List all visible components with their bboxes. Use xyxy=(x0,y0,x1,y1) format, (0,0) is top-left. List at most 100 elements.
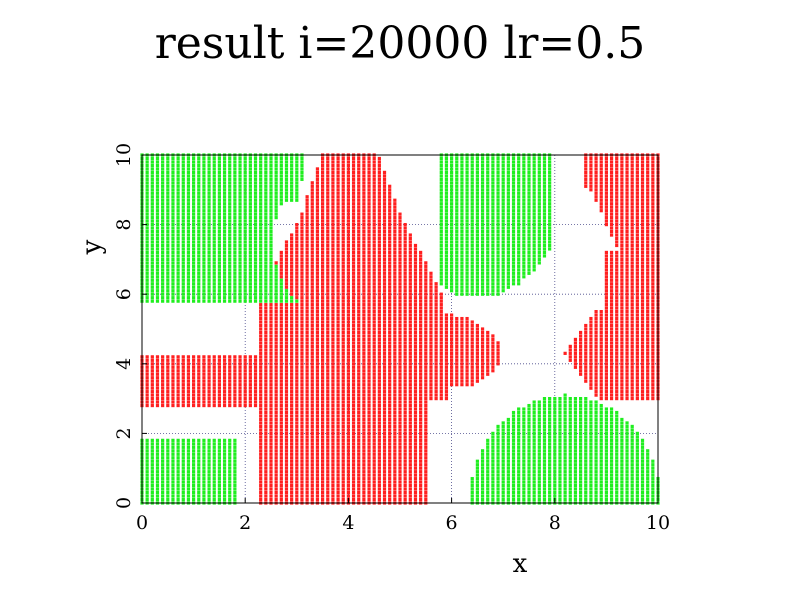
data-point-red xyxy=(305,198,309,202)
data-point-green xyxy=(181,487,185,491)
data-point-red xyxy=(259,397,263,401)
data-point-red xyxy=(336,167,340,171)
data-point-green xyxy=(212,223,216,227)
data-point-red xyxy=(377,170,381,174)
data-point-red xyxy=(305,219,309,223)
data-point-red xyxy=(398,320,402,324)
data-point-red xyxy=(362,484,366,488)
data-point-red xyxy=(398,400,402,404)
data-point-red xyxy=(321,435,325,439)
data-point-green xyxy=(217,452,221,456)
data-point-green xyxy=(238,198,242,202)
data-point-red xyxy=(331,334,335,338)
data-point-red xyxy=(264,313,268,317)
data-point-red xyxy=(398,431,402,435)
data-point-green xyxy=(207,209,211,213)
data-point-red xyxy=(351,229,356,234)
data-point-red xyxy=(367,435,371,439)
data-point-red xyxy=(300,355,304,359)
data-point-green xyxy=(233,254,237,258)
data-point-red xyxy=(408,365,412,369)
data-point-red xyxy=(398,463,402,467)
data-point-red xyxy=(382,313,387,317)
data-point-green xyxy=(238,254,242,258)
data-point-red xyxy=(264,327,268,331)
data-point-green xyxy=(444,264,449,268)
data-point-red xyxy=(279,397,283,401)
data-point-red xyxy=(238,358,242,362)
data-point-red xyxy=(444,365,449,369)
data-point-red xyxy=(408,316,412,321)
data-point-red xyxy=(305,323,309,328)
data-point-red xyxy=(253,358,258,362)
data-point-red xyxy=(367,229,371,234)
data-point-green xyxy=(166,163,170,168)
data-point-green xyxy=(222,184,227,188)
data-point-red xyxy=(264,341,268,345)
data-point-red xyxy=(419,473,423,477)
data-point-red xyxy=(290,487,294,491)
data-point-red xyxy=(382,497,387,502)
data-point-red xyxy=(357,348,361,352)
data-point-red xyxy=(351,456,356,460)
data-point-green xyxy=(155,480,160,484)
data-point-red xyxy=(274,327,278,331)
data-point-red xyxy=(341,198,345,202)
data-point-green xyxy=(166,445,170,449)
data-point-red xyxy=(424,459,428,463)
data-point-red xyxy=(419,337,423,342)
data-point-red xyxy=(403,243,407,248)
data-point-red xyxy=(161,369,165,373)
data-point-green xyxy=(222,202,227,206)
data-point-red xyxy=(279,313,283,317)
data-point-red xyxy=(274,424,278,429)
data-point-green xyxy=(155,212,160,216)
data-point-red xyxy=(321,410,325,415)
data-point-red xyxy=(290,435,294,439)
data-point-red xyxy=(331,198,335,202)
data-point-green xyxy=(186,184,191,188)
data-point-green xyxy=(233,490,237,495)
data-point-red xyxy=(269,400,273,404)
data-point-red xyxy=(413,250,418,255)
data-point-green xyxy=(176,282,180,286)
data-point-green xyxy=(264,257,268,261)
data-point-green xyxy=(171,184,175,188)
data-point-green xyxy=(439,233,443,237)
data-point-green xyxy=(202,442,206,446)
data-point-red xyxy=(419,372,423,376)
data-point-green xyxy=(269,184,273,188)
data-point-green xyxy=(222,442,227,446)
data-point-red xyxy=(413,268,418,272)
data-point-red xyxy=(346,299,350,303)
data-point-red xyxy=(388,209,392,213)
data-point-green xyxy=(253,254,258,258)
data-point-green xyxy=(145,490,149,495)
data-point-red xyxy=(388,303,392,307)
data-point-red xyxy=(166,397,170,401)
data-point-red xyxy=(248,355,252,359)
data-point-red xyxy=(367,216,371,220)
data-point-green xyxy=(155,202,160,206)
data-point-green xyxy=(186,177,191,181)
data-point-red xyxy=(264,355,268,359)
data-point-green xyxy=(181,156,185,161)
data-point-green xyxy=(253,226,258,230)
data-point-red xyxy=(315,365,320,369)
data-point-red xyxy=(305,484,309,488)
data-point-red xyxy=(305,271,309,275)
data-point-green xyxy=(444,188,449,192)
data-point-green xyxy=(207,285,211,289)
data-point-red xyxy=(243,403,247,408)
data-point-green xyxy=(145,209,149,213)
data-point-green xyxy=(212,292,216,296)
data-point-red xyxy=(357,327,361,331)
data-point-red xyxy=(413,466,418,470)
data-point-red xyxy=(419,313,423,317)
data-point-green xyxy=(145,184,149,188)
data-point-red xyxy=(429,365,433,369)
data-point-red xyxy=(372,379,376,383)
data-point-red xyxy=(393,445,397,449)
data-point-red xyxy=(295,421,299,425)
data-point-red xyxy=(362,240,366,244)
